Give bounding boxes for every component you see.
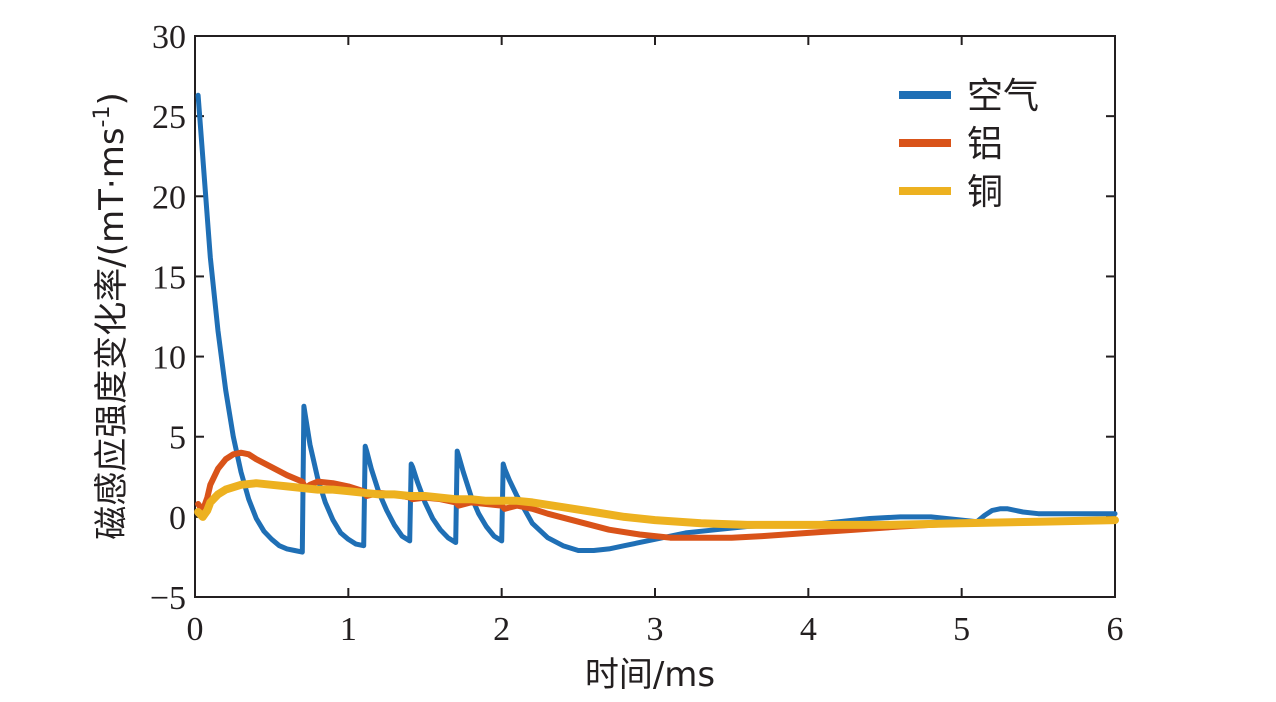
x-tick-label: 1 (340, 611, 357, 648)
x-tick-labels: 0 1 2 3 4 5 6 (187, 611, 1124, 648)
series-lines (194, 92, 1119, 555)
legend-label-2: 铜 (967, 172, 1003, 213)
ticks (194, 35, 1116, 598)
y-tick-label: 10 (152, 340, 186, 377)
y-tick-label: 25 (152, 99, 186, 136)
legend-label-1: 铝 (967, 124, 1003, 165)
series-line-2 (194, 479, 1119, 529)
x-axis-title: 时间/ms (585, 655, 715, 695)
y-tick-label: 20 (152, 179, 186, 216)
y-axis-title-close: ) (92, 92, 132, 105)
series-line-0 (195, 92, 1118, 555)
x-tick-label: 6 (1107, 611, 1124, 648)
y-tick-label: 30 (152, 19, 186, 56)
y-tick-label: 5 (169, 420, 186, 457)
y-axis-title-main: 磁感应强度变化率/(mT·ms (92, 127, 132, 539)
x-tick-label: 5 (953, 611, 970, 648)
y-tick-label: 0 (169, 500, 186, 537)
y-tick-label: 15 (152, 259, 186, 296)
x-tick-label: 0 (187, 611, 204, 648)
y-axis-title-superscript: -1 (90, 106, 115, 128)
plot-frame (194, 35, 1116, 598)
y-tick-labels: −5 0 5 10 15 20 25 30 (150, 19, 186, 617)
y-axis-title: 磁感应强度变化率/(mT·ms-1) (90, 92, 132, 539)
x-tick-label: 4 (800, 611, 817, 648)
y-tick-label: −5 (150, 580, 186, 617)
x-tick-label: 2 (493, 611, 510, 648)
legend-label-0: 空气 (967, 76, 1039, 117)
x-tick-label: 3 (647, 611, 664, 648)
